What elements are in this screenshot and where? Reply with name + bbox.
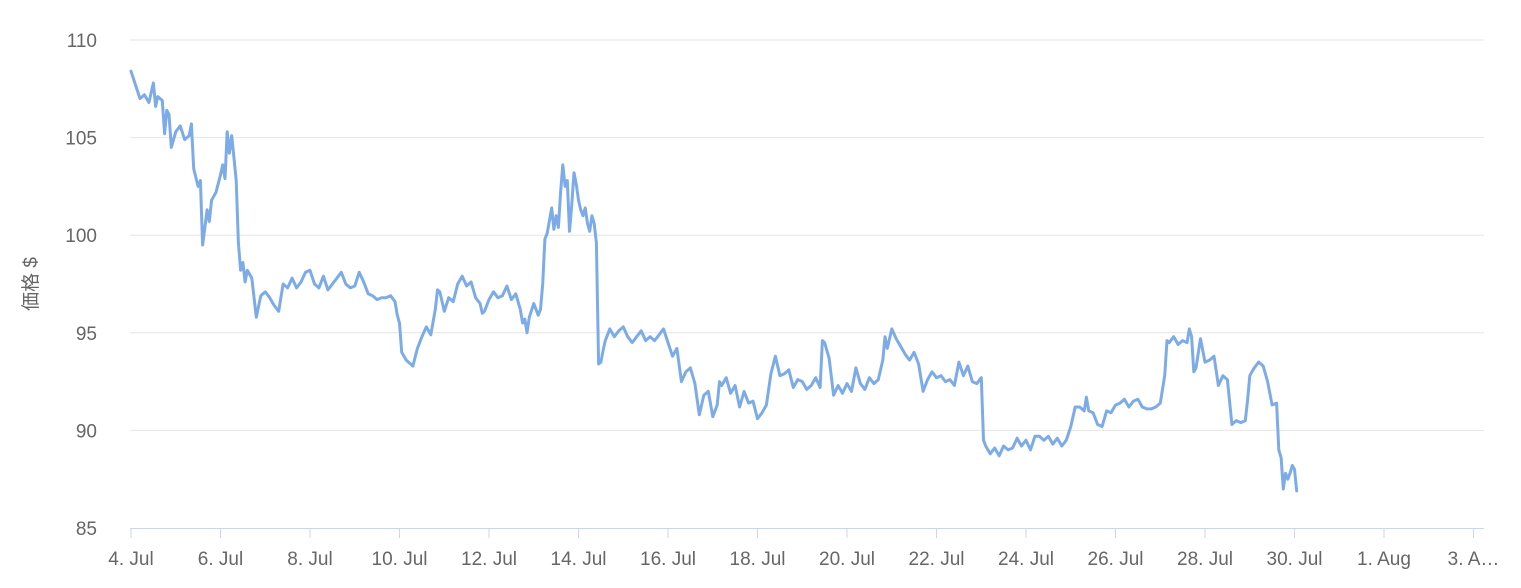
x-tick-label: 6. Jul bbox=[198, 549, 243, 570]
x-tick-label: 30. Jul bbox=[1267, 549, 1323, 570]
x-tick-label: 24. Jul bbox=[998, 549, 1054, 570]
x-tick-label: 1. Aug bbox=[1357, 549, 1411, 570]
x-tick-label: 28. Jul bbox=[1177, 549, 1233, 570]
y-tick-label: 95 bbox=[76, 324, 97, 345]
y-axis-title: 価格 $ bbox=[20, 257, 42, 311]
x-tick-label: 26. Jul bbox=[1088, 549, 1144, 570]
x-tick-label: 22. Jul bbox=[909, 549, 965, 570]
label-layer: 85 90 95 100 105 110 4. Jul 6. Jul 8. Jul 10. Jul… bbox=[65, 31, 1499, 570]
axis-layer bbox=[130, 528, 1484, 538]
x-tick-label: 4. Jul bbox=[108, 549, 153, 570]
x-tick-label: 10. Jul bbox=[372, 549, 428, 570]
grid-layer bbox=[130, 39, 1484, 431]
x-tick-label: 18. Jul bbox=[730, 549, 786, 570]
x-tick-label: 14. Jul bbox=[551, 549, 607, 570]
x-tick-label: 20. Jul bbox=[819, 549, 875, 570]
x-tick-label: 12. Jul bbox=[461, 549, 517, 570]
x-tick-label: 16. Jul bbox=[640, 549, 696, 570]
y-tick-label: 85 bbox=[76, 519, 97, 540]
y-tick-label: 90 bbox=[76, 421, 97, 442]
y-tick-label: 105 bbox=[65, 129, 97, 150]
x-tick-label: 8. Jul bbox=[287, 549, 332, 570]
series-line-0 bbox=[129, 69, 1299, 493]
series-layer bbox=[129, 69, 1299, 493]
y-tick-label: 100 bbox=[65, 226, 97, 247]
y-tick-label: 110 bbox=[67, 31, 97, 52]
x-tick-label: 3. A… bbox=[1448, 549, 1500, 570]
